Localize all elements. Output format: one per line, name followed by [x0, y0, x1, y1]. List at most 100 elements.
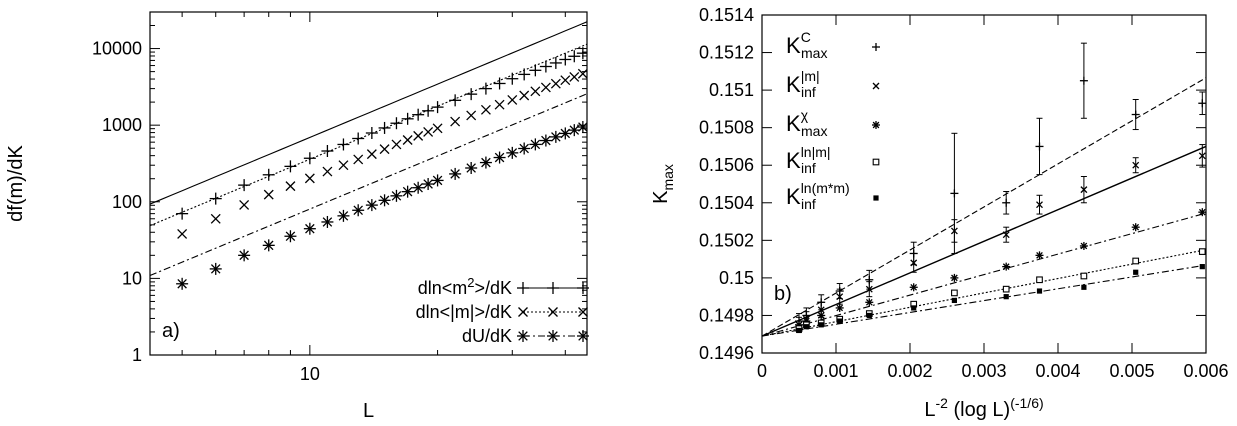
data-point-series-2	[390, 189, 403, 202]
marker-diag2	[1002, 231, 1010, 239]
marker-diag2	[322, 217, 333, 227]
marker-diag2	[578, 331, 588, 341]
marker-diag2	[1132, 161, 1140, 169]
data-point-series-1	[432, 123, 443, 134]
data-point-series-2	[1035, 251, 1044, 260]
fit-line-series-0	[762, 77, 1206, 337]
marker-square	[1036, 276, 1043, 284]
legend-marker	[578, 307, 588, 317]
x-axis-label: L	[363, 400, 374, 422]
legend-marker	[577, 330, 589, 342]
data-point-series-1	[366, 149, 377, 160]
data-point-series-1	[177, 229, 188, 239]
marker-diag2	[450, 116, 461, 127]
marker-diag2	[210, 264, 221, 274]
data-point-series-2	[262, 239, 275, 252]
data-point-series-1	[1002, 231, 1010, 239]
marker-diag2	[304, 173, 315, 184]
marker-diag2	[402, 186, 413, 197]
data-point-series-1	[569, 71, 580, 82]
marker-diag2	[865, 285, 873, 293]
data-point-series-0	[412, 108, 425, 121]
data-point-series-2	[950, 273, 959, 282]
data-point-series-0	[303, 152, 316, 165]
data-point-series-2	[238, 249, 251, 262]
legend-subscript: max	[801, 45, 827, 61]
marker-diag2	[507, 94, 518, 105]
fit-line-series-3	[762, 249, 1206, 337]
legend-superscript: C	[801, 29, 811, 45]
x-tick-label: 0.002	[887, 361, 932, 381]
data-point-series-2	[568, 124, 581, 137]
y-tick-label: 0.1504	[699, 193, 754, 213]
marker-square	[873, 195, 879, 201]
marker-diag2	[379, 195, 390, 206]
marker-square	[796, 327, 802, 334]
y-tick-label: 1	[132, 345, 142, 365]
marker-diag2	[577, 68, 587, 79]
legend-subscript: inf	[801, 84, 816, 100]
data-point-series-3	[1036, 276, 1043, 284]
data-point-series-1	[950, 227, 958, 235]
legend-text: K	[786, 72, 801, 97]
data-point-series-1	[550, 78, 561, 89]
marker-diag2	[494, 152, 505, 163]
marker-diag2	[402, 135, 413, 145]
plot-frame	[761, 14, 1207, 354]
marker-diag2	[560, 75, 571, 86]
fit-line-series-1	[762, 145, 1206, 337]
data-point-series-2	[1198, 208, 1206, 217]
marker-diag2	[263, 240, 274, 251]
data-point-series-2	[412, 181, 425, 194]
fit-line-series-4	[762, 264, 1206, 337]
legend-label: K|m| inf	[786, 68, 820, 100]
data-point-series-0	[284, 160, 297, 173]
marker-diag2	[379, 144, 390, 155]
marker-diag2	[177, 229, 188, 239]
legend-label: dln<m2>/dK	[418, 275, 512, 298]
data-point-series-2	[449, 167, 462, 180]
data-point-series-2	[422, 178, 435, 191]
marker-diag2	[1198, 152, 1206, 160]
marker-square	[818, 322, 824, 328]
data-point-series-1	[423, 127, 434, 137]
data-point-series-1	[560, 75, 571, 86]
data-point-series-0	[378, 121, 391, 134]
data-point-series-2	[209, 262, 222, 275]
data-point-series-3	[1198, 248, 1206, 255]
marker-diag2	[391, 191, 402, 201]
data-point-series-0	[559, 53, 572, 66]
marker-diag2	[239, 199, 250, 210]
fit-line-series-2	[762, 212, 1206, 337]
data-point-series-1	[402, 135, 413, 145]
legend-text: K	[786, 148, 801, 173]
data-point-series-4	[1081, 284, 1087, 290]
marker-square	[1133, 269, 1139, 275]
marker-square	[911, 305, 917, 311]
data-point-series-2	[431, 174, 444, 187]
marker-diag2	[305, 223, 315, 234]
data-point-series-2	[378, 194, 391, 207]
marker-diag2	[1002, 263, 1010, 270]
marker-square	[951, 289, 958, 297]
legend-superscript: |m|	[801, 68, 820, 84]
data-point-series-2	[401, 185, 414, 198]
legend-marker	[517, 330, 529, 342]
legend-marker	[548, 307, 558, 317]
marker-diag2	[1036, 252, 1043, 259]
legend-text: K	[786, 111, 801, 136]
marker-diag2	[367, 200, 377, 210]
data-point-series-0	[539, 60, 552, 73]
series-layer	[762, 42, 1206, 337]
data-point-series-4	[796, 327, 802, 334]
y-tick-label: 10000	[92, 39, 142, 59]
y-axis-label-main: K	[650, 190, 672, 204]
data-point-series-1	[353, 154, 364, 165]
marker-diag2	[951, 274, 958, 282]
data-point-series-3	[951, 289, 958, 297]
x-tick-label: 0.006	[1183, 361, 1228, 381]
marker-square	[1002, 285, 1010, 293]
data-point-series-1	[285, 181, 296, 192]
legend-text: K	[786, 33, 801, 58]
marker-square	[1132, 257, 1140, 265]
